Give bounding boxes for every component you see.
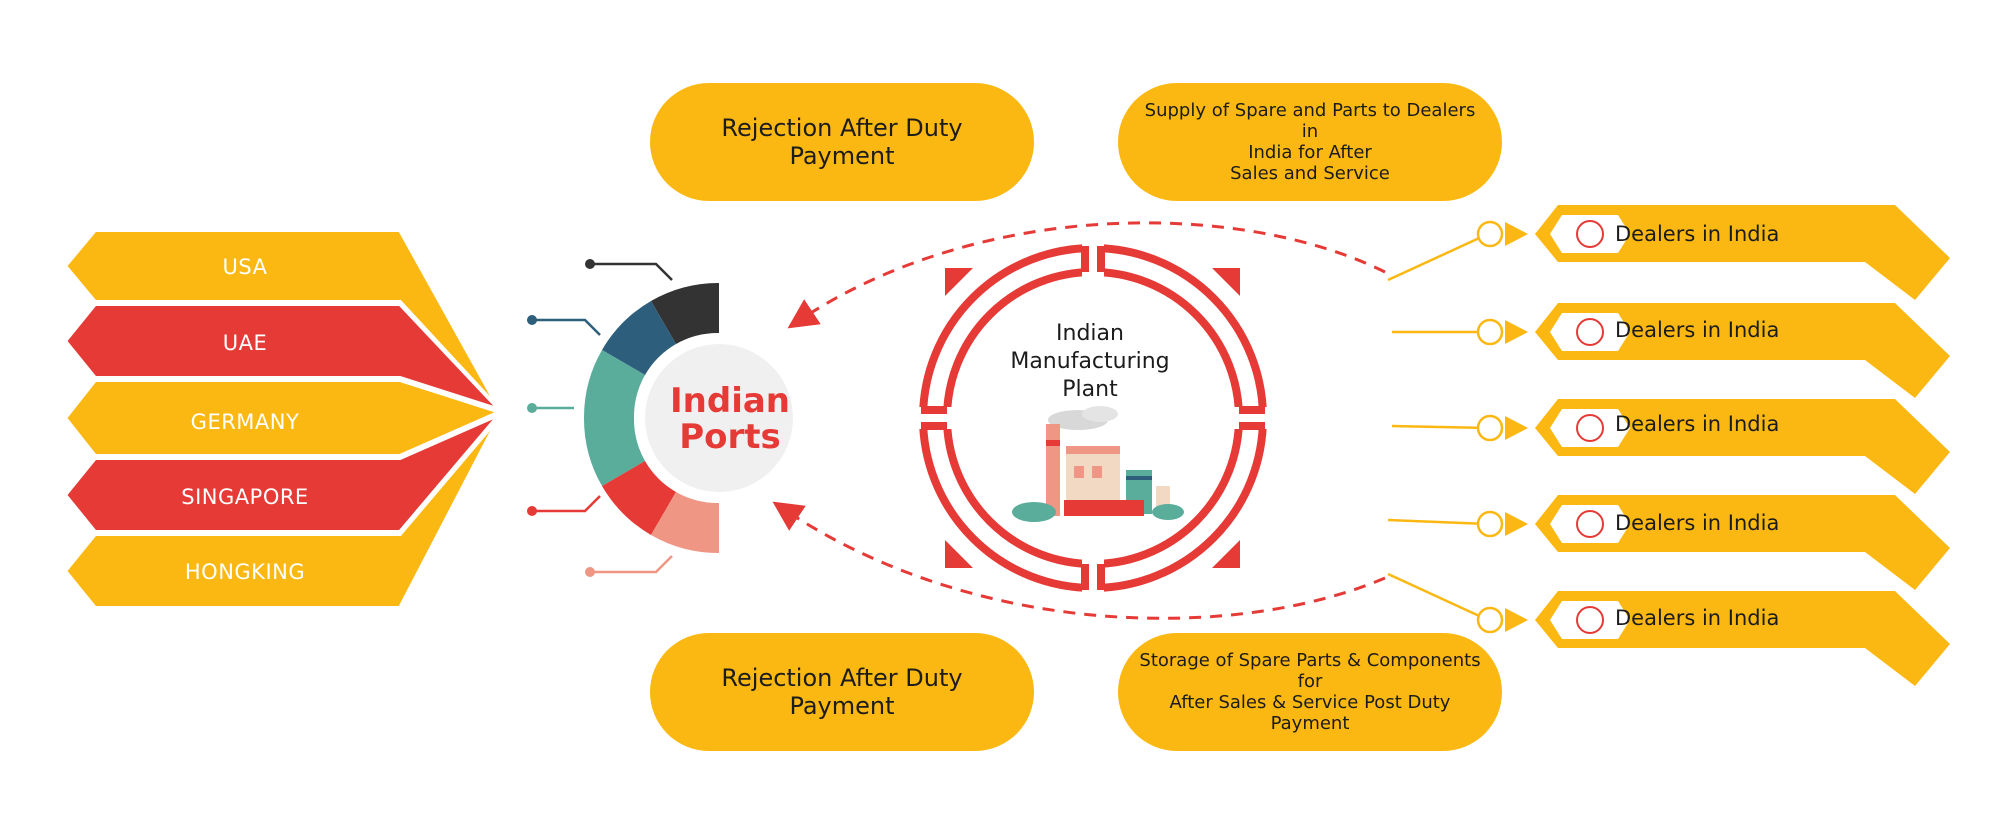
dealer-label-4: Dealers in India [1615,511,1780,535]
flow-box-bottom-right: Storage of Spare Parts & Components for … [1118,633,1502,751]
dealer-label-2: Dealers in India [1615,318,1780,342]
dashed-arc-top [787,221,1386,329]
dealer-icon-1 [1576,220,1604,248]
leader-dot-teal [527,403,537,413]
factory-base [1064,500,1144,516]
leader-dot-navy [527,315,537,325]
country-label-germany: GERMANY [190,410,300,434]
donut-segment-charcoal [651,282,719,344]
country-label-usa: USA [222,255,268,279]
factory-bush-right [1152,504,1184,520]
ring-arrow-top-right [1212,268,1240,296]
dealer-banner-1 [1476,205,1950,300]
dealer-connector-1 [1387,232,1489,282]
donut-leaders [527,259,673,577]
ring-arrow-bottom-right [1212,540,1240,568]
ring-arrow-top-left [945,268,973,296]
dealer-icon-2 [1576,318,1604,346]
dealer-label-1: Dealers in India [1615,222,1780,246]
ring-arrow-bottom-left [945,540,973,568]
flow-box-top-left: Rejection After Duty Payment [650,83,1034,201]
leader-line-charcoal [590,262,673,281]
dealer-banner-4 [1476,495,1950,590]
factory-bush-left [1012,502,1056,522]
dealer-banner-3 [1476,399,1950,494]
dashed-flow-arrows [772,221,1386,620]
factory-illustration [1012,406,1184,522]
dealer-banner-5 [1476,591,1950,686]
dashed-arc-bottom [772,501,1386,620]
donut-segment-salmon [651,492,719,554]
dealer-label-5: Dealers in India [1615,606,1780,630]
dealer-connector-3 [1391,424,1489,430]
dealer-label-3: Dealers in India [1615,412,1780,436]
ports-title: Indian Ports [670,381,790,457]
donut-segment-navy [602,301,676,375]
leader-line-navy [532,318,601,336]
country-label-singapore: SINGAPORE [181,485,309,509]
leader-line-salmon [590,555,673,574]
flow-box-bottom-left: Rejection After Duty Payment [650,633,1034,751]
dealer-connector-5 [1387,572,1489,622]
dealer-icon-5 [1576,606,1604,634]
leader-line-red [532,495,601,513]
donut-segment-red [602,461,676,535]
factory-chimney [1046,424,1060,516]
country-label-hongking: HONGKING [184,560,306,584]
ports-center-circle [645,344,793,492]
plant-ring [913,238,1273,598]
dealer-icon-3 [1576,414,1604,442]
plant-title: Indian Manufacturing Plant [1010,321,1170,402]
dealer-banners [1476,205,1950,686]
country-banners [62,228,506,610]
dealer-connectors [1387,232,1489,622]
dealer-banner-2 [1476,303,1950,398]
donut-segment-teal [583,350,645,486]
leader-dot-red [527,506,537,516]
country-label-uae: UAE [222,331,268,355]
country-banner-hongking [62,414,502,610]
dealer-connector-4 [1387,518,1489,526]
ports-donut [583,282,793,554]
leader-dot-salmon [585,567,595,577]
leader-dot-charcoal [585,259,595,269]
flow-box-top-right: Supply of Spare and Parts to Dealers in … [1118,83,1502,201]
dealer-icon-4 [1576,510,1604,538]
